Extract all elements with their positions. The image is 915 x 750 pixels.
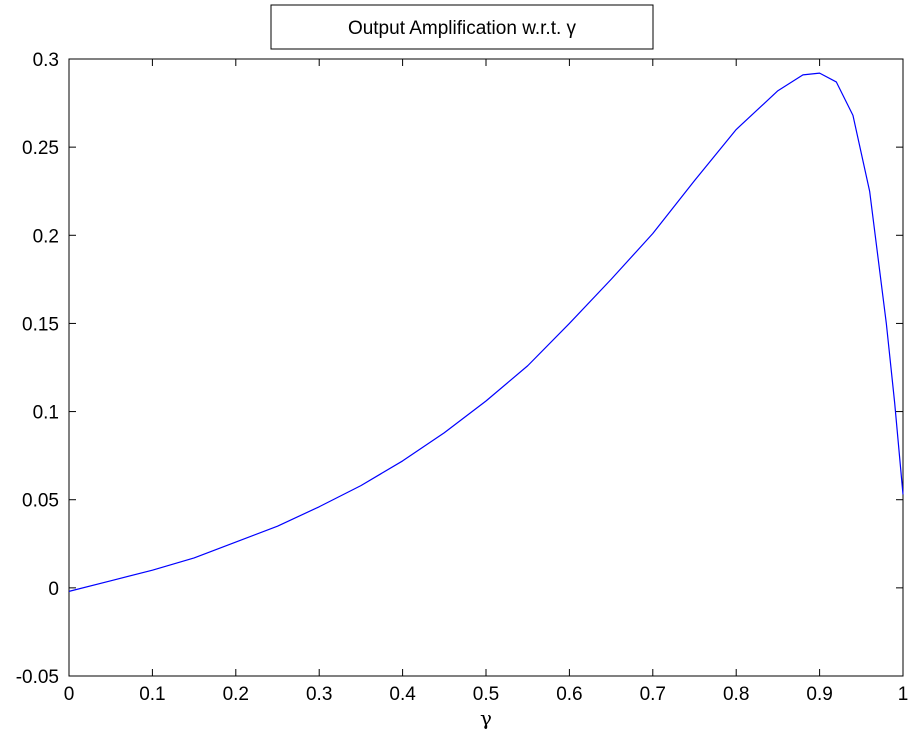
y-tick-label: -0.05 [16,667,59,688]
y-tick-label: 0.05 [22,491,59,512]
plot-area [68,58,904,677]
x-tick-label: 0.3 [306,684,332,705]
x-tick-label: 0.8 [723,684,749,705]
x-tick-label: 0.4 [389,684,416,705]
y-tick-label: 0.25 [22,138,59,159]
y-tick-label: 0.2 [33,226,59,247]
x-tick-label: 0.7 [640,684,666,705]
x-tick-label: 0.6 [556,684,582,705]
x-tick-label: 0.9 [806,684,832,705]
y-tick-label: 0.15 [22,314,59,335]
chart-title: Output Amplification w.r.t. γ [348,18,577,39]
series-layer [68,72,904,592]
x-tick-label: 0.2 [223,684,249,705]
x-tick-label: 1 [898,684,909,705]
y-tick-label: 0.3 [33,50,59,71]
y-tick-label: 0.1 [33,403,59,424]
title-box [270,4,654,50]
x-tick-label: 0.1 [139,684,165,705]
x-tick-label: 0 [64,684,75,705]
ticks-layer: 0 0.1 0.2 0.3 0.4 0.5 0.6 0.7 0.8 0.9 1-0.0500.050… [16,50,909,705]
y-tick-label: 0 [48,579,59,600]
series-line [68,72,904,592]
x-axis-label: γ [480,706,492,730]
x-tick-label: 0.5 [473,684,499,705]
